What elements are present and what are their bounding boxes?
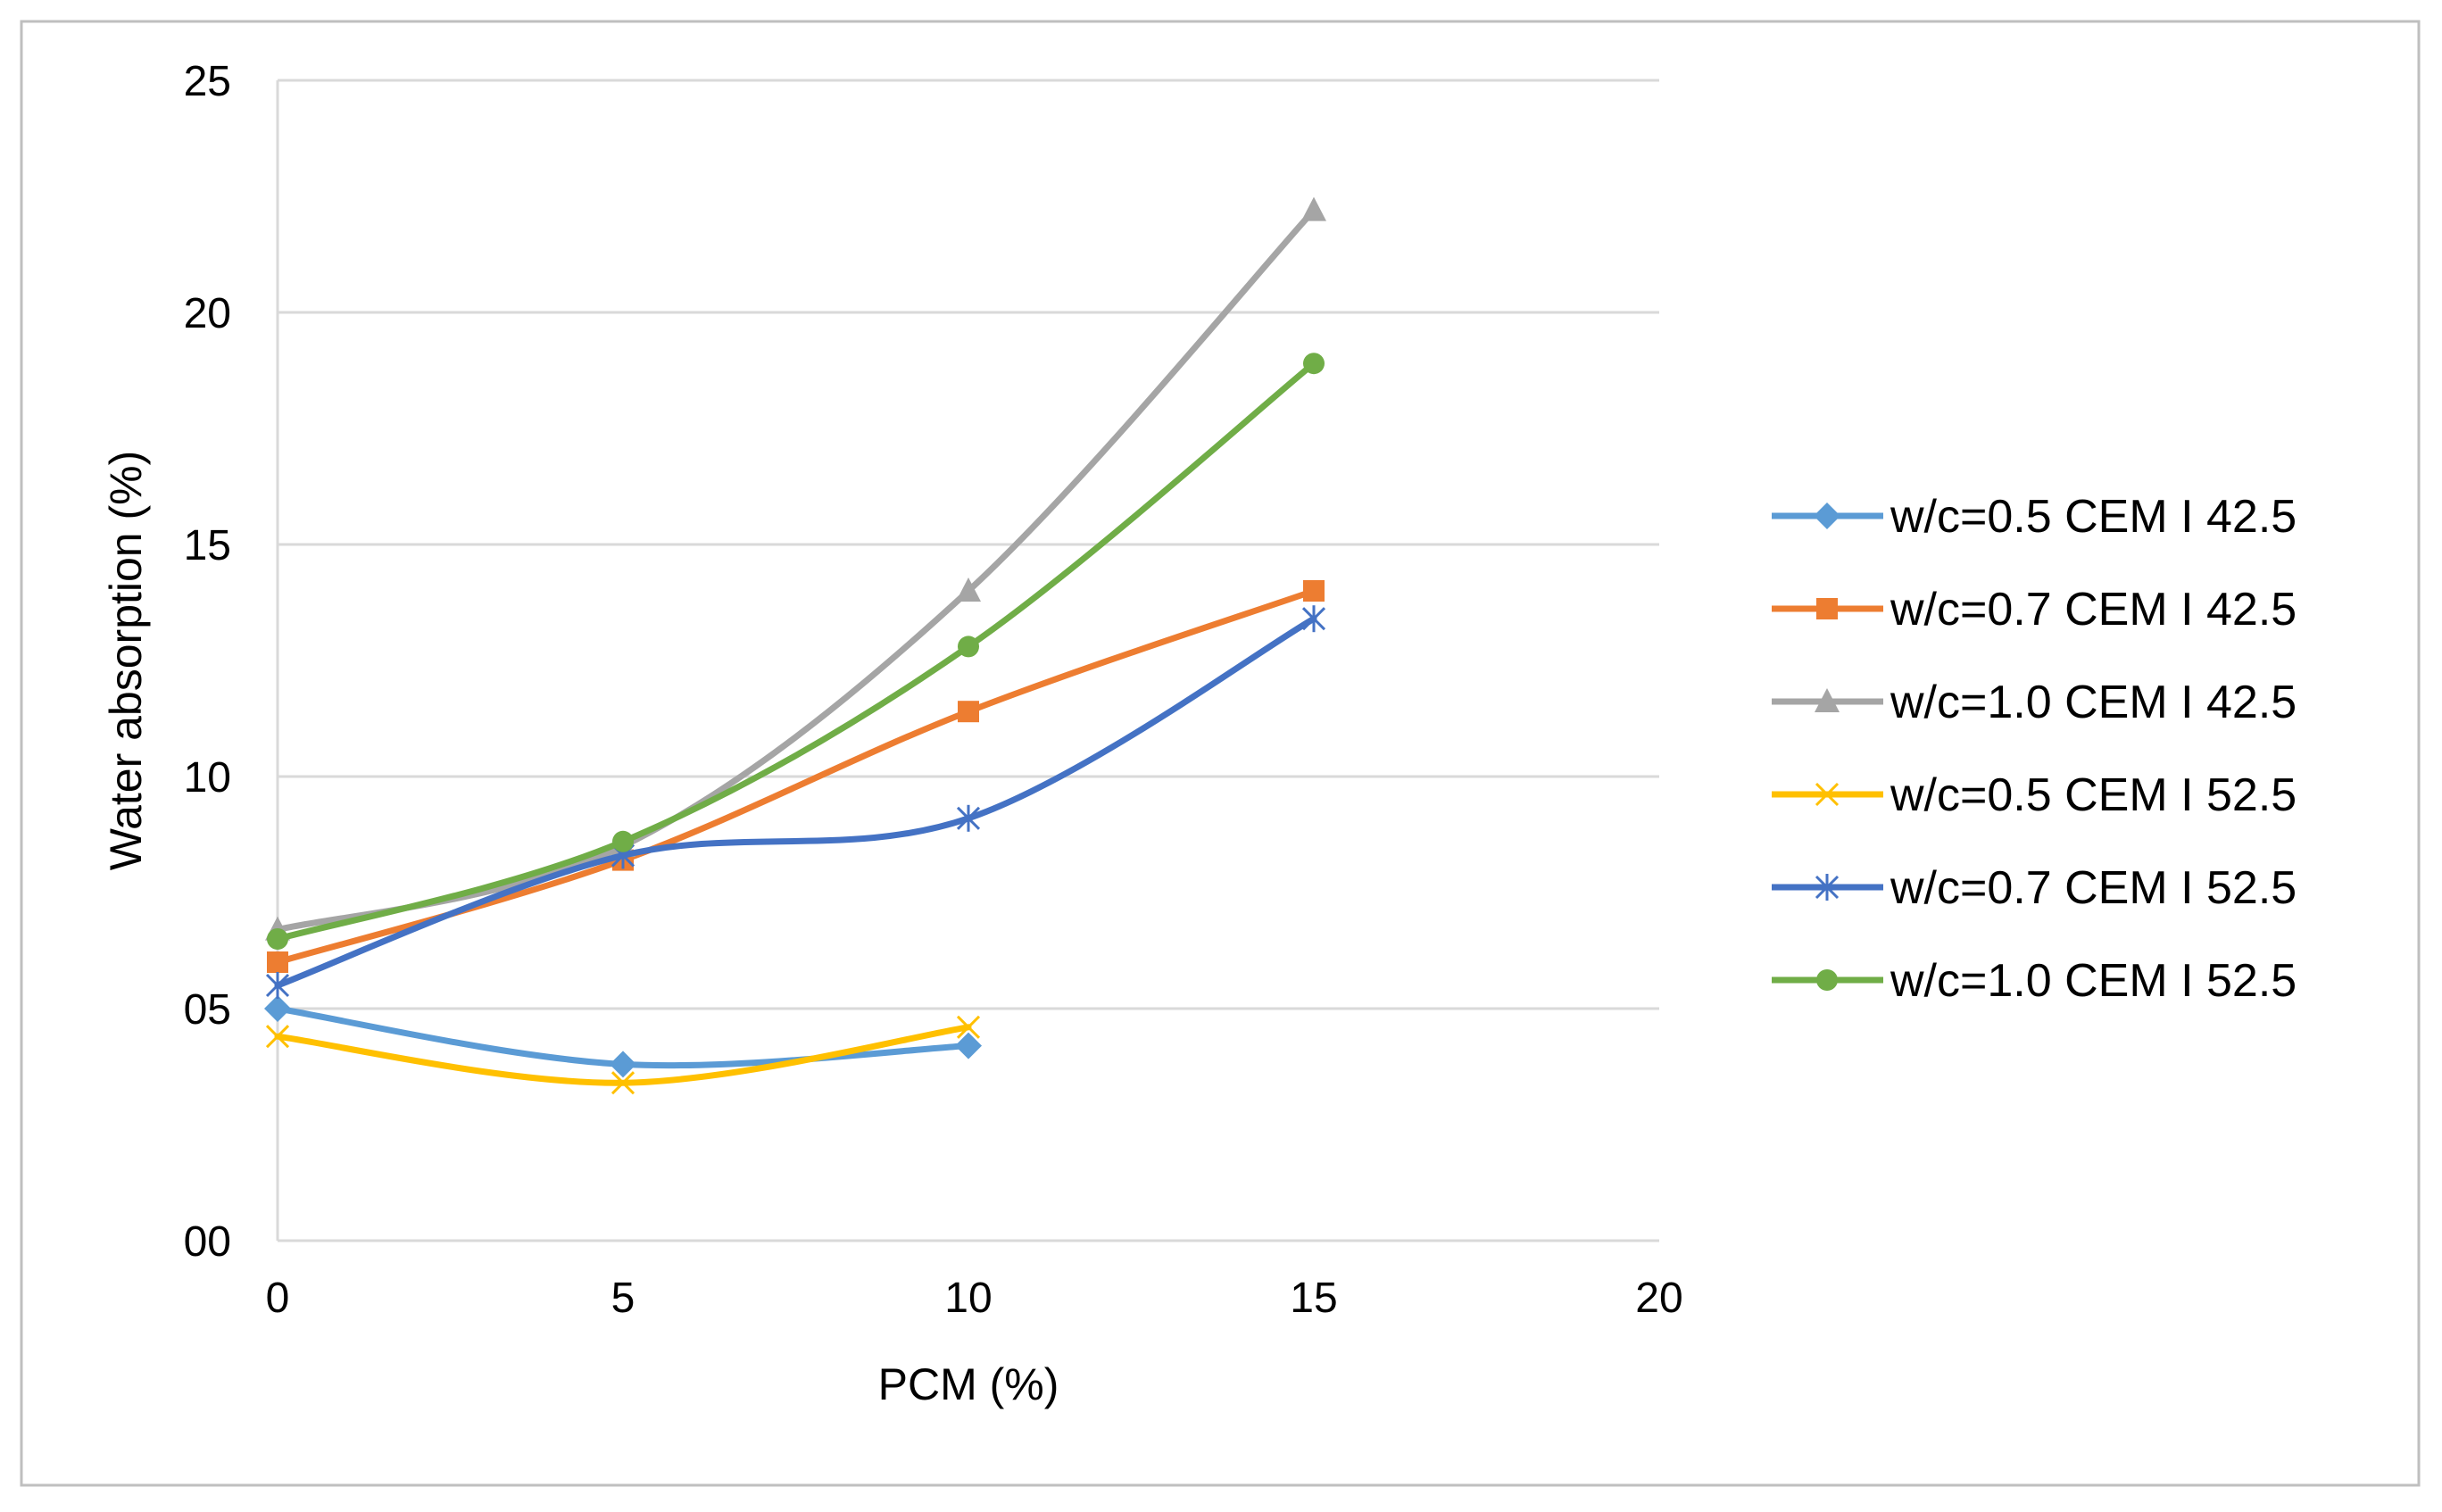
legend-item: w/c=1.0 CEM I 52.5 (1772, 955, 2297, 1007)
legend-marker (1814, 503, 1840, 529)
legend-label: w/c=1.0 CEM I 52.5 (1890, 955, 2297, 1007)
x-tick-label: 0 (266, 1275, 290, 1322)
data-point (955, 1032, 982, 1059)
series-1 (264, 995, 982, 1078)
data-point (267, 951, 288, 973)
legend-item: w/c=1.0 CEM I 42.5 (1772, 677, 2297, 728)
x-tick-label: 10 (944, 1275, 992, 1322)
legend-marker (1815, 782, 1840, 807)
x-tick-label: 20 (1635, 1275, 1682, 1322)
data-point (956, 577, 981, 602)
data-point (612, 830, 634, 852)
data-point (1301, 196, 1326, 221)
y-tick-label: 20 (184, 290, 231, 337)
series-4 (265, 1015, 981, 1095)
legend-item: w/c=0.5 CEM I 42.5 (1772, 491, 2297, 543)
data-point (958, 636, 979, 658)
y-tick-label: 05 (184, 986, 231, 1034)
y-tick-labels: 00 05 10 15 20 25 (184, 58, 231, 1266)
y-tick-label: 25 (184, 58, 231, 105)
data-point (610, 1071, 635, 1095)
legend-label: w/c=1.0 CEM I 42.5 (1890, 677, 2297, 728)
data-point (267, 928, 288, 950)
axes (276, 80, 1659, 1242)
gridlines (278, 79, 1659, 1010)
legend-label: w/c=0.5 CEM I 42.5 (1890, 491, 2297, 543)
legend-marker (1815, 874, 1840, 901)
legend-marker (1816, 598, 1838, 619)
legend-marker (1816, 969, 1838, 991)
data-point (1303, 353, 1325, 375)
legend-label: w/c=0.7 CEM I 52.5 (1890, 862, 2297, 914)
series-line (274, 360, 1317, 943)
data-point (956, 804, 981, 832)
x-axis-title: PCM (%) (878, 1359, 1059, 1409)
data-point (610, 1051, 636, 1078)
y-axis-title: Water absorption (%) (101, 451, 151, 871)
legend-item: w/c=0.5 CEM I 52.5 (1772, 769, 2297, 821)
legend: w/c=0.5 CEM I 42.5 w/c=0.7 CEM I 42.5 w/c=… (1772, 491, 2297, 1007)
data-point (958, 701, 979, 723)
series-6 (267, 353, 1325, 950)
x-tick-label: 5 (611, 1275, 635, 1322)
series-line (274, 615, 1317, 989)
legend-label: w/c=0.7 CEM I 42.5 (1890, 584, 2297, 636)
series-lines (264, 196, 1326, 1095)
data-point (265, 972, 290, 999)
legend-marker (1815, 688, 1840, 712)
chart-border (20, 20, 2421, 1487)
x-tick-labels: 0 5 10 15 20 (266, 1275, 1683, 1322)
legend-label: w/c=0.5 CEM I 52.5 (1890, 769, 2297, 821)
y-tick-label: 10 (184, 754, 231, 802)
data-point (265, 1025, 290, 1049)
y-tick-label: 00 (184, 1218, 231, 1266)
data-point (1303, 580, 1325, 602)
data-point (956, 1015, 981, 1039)
legend-item: w/c=0.7 CEM I 42.5 (1772, 584, 2297, 636)
data-point (1301, 605, 1326, 633)
x-tick-label: 15 (1290, 1275, 1337, 1322)
y-tick-label: 15 (184, 522, 231, 569)
data-point (264, 995, 291, 1022)
legend-item: w/c=0.7 CEM I 52.5 (1772, 862, 2297, 914)
